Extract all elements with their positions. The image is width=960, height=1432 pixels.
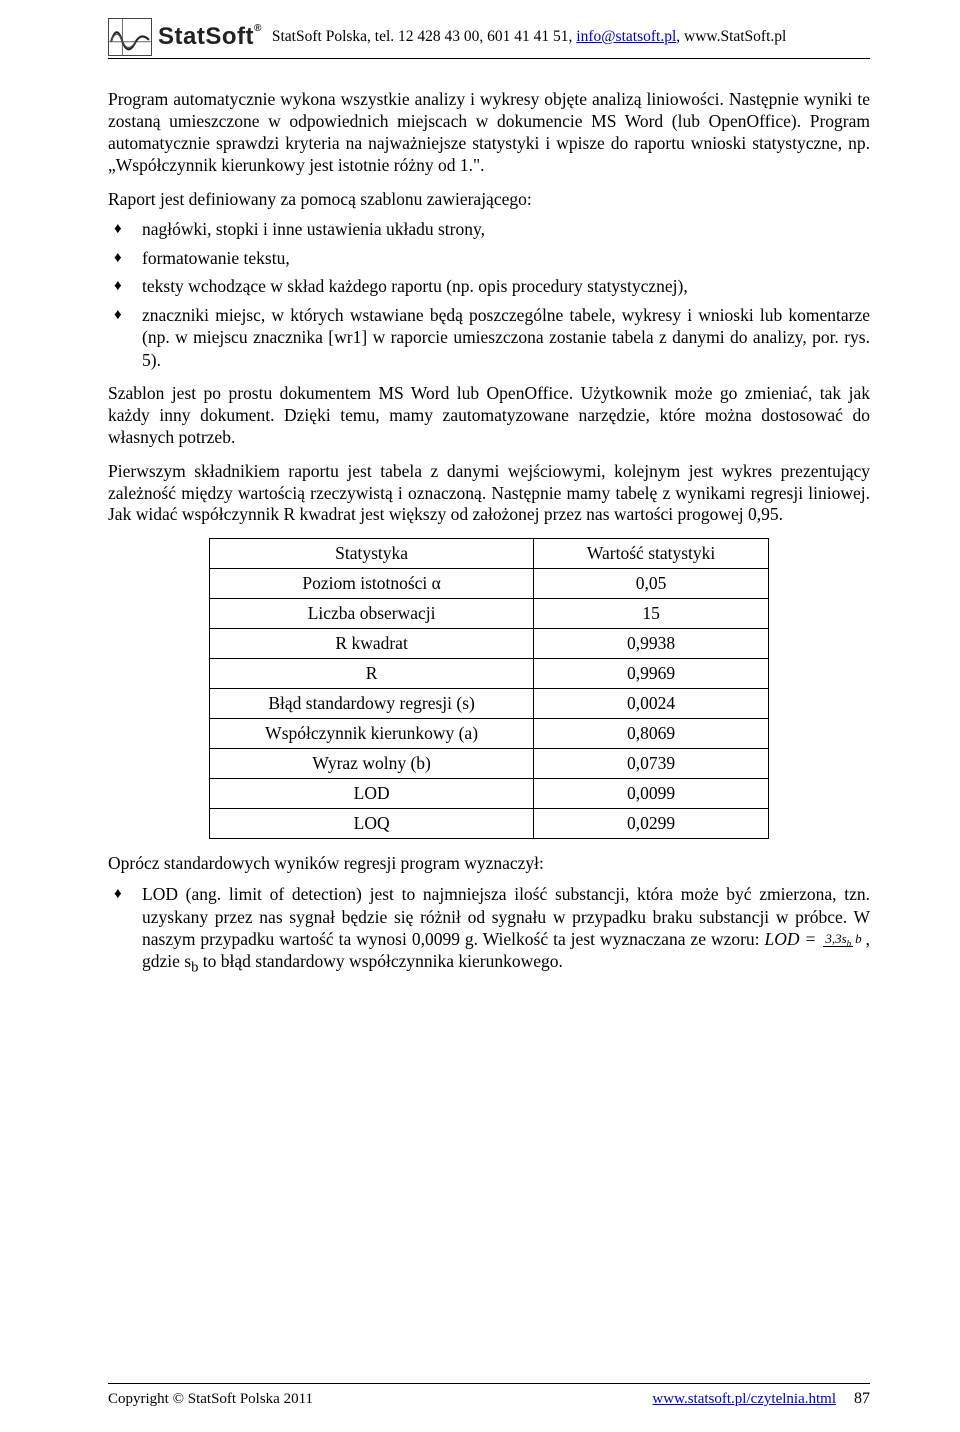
table-cell: 0,05 [534, 569, 769, 599]
bullet-icon: ♦ [108, 218, 142, 241]
table-header-cell: Wartość statystyki [534, 539, 769, 569]
table-row: LOQ0,0299 [210, 809, 769, 839]
table-cell: Wyraz wolny (b) [210, 749, 534, 779]
paragraph-components: Pierwszym składnikiem raportu jest tabel… [108, 461, 870, 527]
paragraph-additional: Oprócz standardowych wyników regresji pr… [108, 853, 870, 875]
paragraph-intro: Program automatycznie wykona wszystkie a… [108, 89, 870, 177]
table-row: R kwadrat0,9938 [210, 629, 769, 659]
table-cell: 0,9969 [534, 659, 769, 689]
table-row: Poziom istotności α0,05 [210, 569, 769, 599]
table-cell: Błąd standardowy regresji (s) [210, 689, 534, 719]
lod-formula: LOD = 3,3sbb [765, 929, 866, 949]
table-cell: 0,9938 [534, 629, 769, 659]
list-item: ♦teksty wchodzące w skład każdego raport… [108, 275, 870, 298]
header-contact-info: StatSoft Polska, tel. 12 428 43 00, 601 … [272, 28, 786, 46]
table-row: LOD0,0099 [210, 779, 769, 809]
bullet-icon: ♦ [108, 247, 142, 270]
table-row: Wyraz wolny (b)0,0739 [210, 749, 769, 779]
table-cell: 0,8069 [534, 719, 769, 749]
list-item: ♦formatowanie tekstu, [108, 247, 870, 270]
table-header-row: Statystyka Wartość statystyki [210, 539, 769, 569]
table-cell: 0,0024 [534, 689, 769, 719]
table-cell: Współczynnik kierunkowy (a) [210, 719, 534, 749]
paragraph-list-intro: Raport jest definiowany za pomocą szablo… [108, 189, 870, 211]
logo-block: StatSoft® [108, 18, 262, 56]
logo-wave-icon [108, 18, 152, 56]
table-row: Liczba obserwacji15 [210, 599, 769, 629]
table-cell: Poziom istotności α [210, 569, 534, 599]
table-cell: 0,0299 [534, 809, 769, 839]
bullet-list-1: ♦nagłówki, stopki i inne ustawienia ukła… [108, 218, 870, 371]
table-cell: R kwadrat [210, 629, 534, 659]
bullet-icon: ♦ [108, 883, 142, 977]
bullet-icon: ♦ [108, 304, 142, 371]
copyright-text: Copyright © StatSoft Polska 2011 [108, 1391, 313, 1408]
table-row: Błąd standardowy regresji (s)0,0024 [210, 689, 769, 719]
table-row: Współczynnik kierunkowy (a)0,8069 [210, 719, 769, 749]
table-cell: LOD [210, 779, 534, 809]
list-item: ♦nagłówki, stopki i inne ustawienia ukła… [108, 218, 870, 241]
bullet-list-2: ♦ LOD (ang. limit of detection) jest to … [108, 883, 870, 977]
page-number: 87 [854, 1390, 870, 1408]
statistics-table: Statystyka Wartość statystyki Poziom ist… [209, 538, 769, 839]
list-item: ♦znaczniki miejsc, w których wstawiane b… [108, 304, 870, 371]
logo-text: StatSoft® [158, 23, 262, 51]
table-cell: 15 [534, 599, 769, 629]
lod-definition-text: LOD (ang. limit of detection) jest to na… [142, 883, 870, 977]
bullet-icon: ♦ [108, 275, 142, 298]
table-cell: R [210, 659, 534, 689]
page-footer: Copyright © StatSoft Polska 2011 www.sta… [108, 1383, 870, 1408]
paragraph-template: Szablon jest po prostu dokumentem MS Wor… [108, 383, 870, 449]
footer-url-link[interactable]: www.statsoft.pl/czytelnia.html [652, 1391, 836, 1408]
table-cell: 0,0739 [534, 749, 769, 779]
table-cell: LOQ [210, 809, 534, 839]
list-item: ♦ LOD (ang. limit of detection) jest to … [108, 883, 870, 977]
table-cell: 0,0099 [534, 779, 769, 809]
table-cell: Liczba obserwacji [210, 599, 534, 629]
table-header-cell: Statystyka [210, 539, 534, 569]
header-email-link[interactable]: info@statsoft.pl [576, 28, 676, 45]
table-row: R0,9969 [210, 659, 769, 689]
page-header: StatSoft® StatSoft Polska, tel. 12 428 4… [108, 18, 870, 59]
